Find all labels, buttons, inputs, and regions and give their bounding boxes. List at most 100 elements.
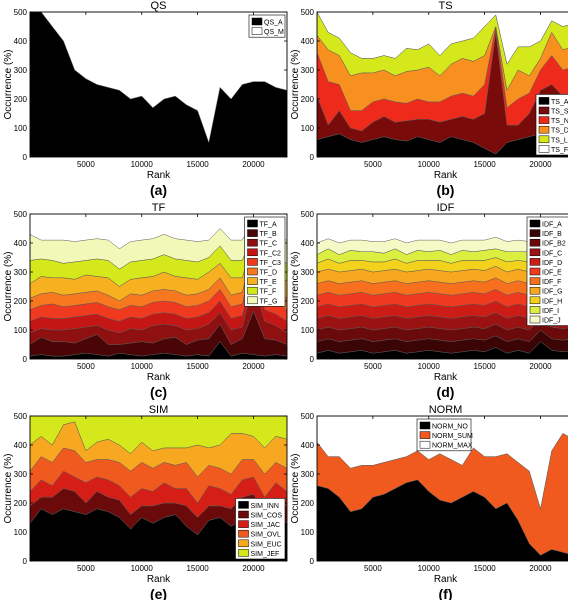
x-tick-label: 20000 [242, 564, 265, 573]
panel-title: IDF [437, 202, 455, 214]
y-tick-label: 500 [301, 412, 315, 421]
x-tick-label: 15000 [186, 160, 209, 169]
y-tick-label: 100 [301, 528, 315, 537]
legend-swatch [247, 248, 258, 257]
legend-swatch [419, 431, 431, 439]
legend-swatch [529, 296, 541, 305]
legend-label: IDF_E [542, 270, 562, 277]
plot-frame [316, 213, 568, 360]
panel-caption: (e) [150, 586, 167, 600]
legend: IDF_A IDF_B IDF_B2 IDF_C IDF_D IDF_E IDF_F IDF_… [526, 216, 568, 326]
legend-swatch [247, 296, 258, 305]
y-tick-label: 100 [301, 124, 315, 133]
legend-label: IDF_B [542, 231, 562, 238]
legend-swatch [529, 286, 541, 295]
legend-swatch [251, 17, 263, 26]
x-axis-label: Rank [147, 170, 171, 181]
panel-caption: (f) [439, 586, 453, 600]
legend-label: TS_N [551, 118, 568, 125]
y-axis-label: Occurrence (%) [3, 49, 14, 119]
legend-swatch [238, 520, 249, 528]
x-tick-label: 15000 [473, 564, 496, 573]
area-series-idf-j [317, 231, 568, 255]
y-tick-label: 200 [301, 499, 315, 508]
area-series-qs-m [30, 12, 287, 144]
panel-qs: 0 100 200 300 400 500 5000 10000 15000 20000 QS Ran… [3, 0, 288, 198]
x-tick-label: 20000 [529, 160, 552, 169]
area-series-norm-max [317, 416, 568, 509]
legend-swatch [238, 539, 249, 548]
x-tick-label: 20000 [529, 564, 552, 573]
legend-label: TF_C2 [260, 250, 282, 257]
y-tick-label: 300 [14, 268, 28, 277]
y-tick-label: 200 [14, 297, 28, 306]
legend-swatch [538, 97, 550, 105]
y-tick-label: 200 [14, 95, 28, 104]
legend-swatch [529, 315, 541, 324]
y-tick-label: 400 [14, 239, 28, 248]
panel-title: SIM [149, 404, 169, 416]
legend-label: IDF_G [542, 289, 563, 296]
legend-label: SIM_COS [251, 513, 283, 520]
legend-label: TF_C3 [260, 260, 282, 267]
x-tick-label: 15000 [186, 362, 209, 371]
legend-label: IDF_H [542, 298, 562, 305]
panel-tf: 0 100 200 300 400 500 5000 10000 15000 20000 TF Ran… [3, 202, 288, 400]
legend-swatch [247, 229, 258, 237]
x-tick-label: 5000 [77, 362, 95, 371]
legend-label: IDF_J [542, 318, 561, 325]
legend-label: TS_L [551, 137, 568, 144]
y-tick-label: 100 [14, 528, 28, 537]
y-tick-label: 400 [14, 37, 28, 46]
x-tick-label: 15000 [473, 362, 496, 371]
x-tick-label: 5000 [364, 362, 382, 371]
legend: QS_A QS_M [248, 14, 286, 38]
legend-swatch [529, 248, 541, 257]
legend-label: NORM_NO [432, 424, 468, 431]
legend-label: SIM_OVL [251, 532, 281, 539]
plot-area [30, 12, 287, 157]
y-tick-label: 0 [23, 355, 28, 364]
legend-swatch [247, 238, 258, 247]
plot-frame [316, 11, 568, 158]
y-tick-label: 400 [301, 239, 315, 248]
legend-swatch [529, 258, 541, 266]
panel-title: NORM [429, 404, 463, 416]
panel-caption: (c) [150, 384, 167, 400]
area-series-sim-jef [30, 416, 287, 455]
x-tick-label: 10000 [131, 362, 154, 371]
legend-label: TS_F [551, 147, 568, 154]
y-axis-label: Occurrence (%) [290, 453, 301, 523]
x-tick-label: 10000 [418, 160, 441, 169]
plot-frame [29, 213, 288, 360]
x-tick-label: 5000 [364, 160, 382, 169]
legend: TS_A TS_S TS_N TS_D TS_L TS_F [535, 94, 568, 156]
y-tick-label: 300 [301, 470, 315, 479]
legend-label: NORM_SUM [432, 433, 473, 440]
y-tick-label: 500 [14, 210, 28, 219]
legend-label: SIM_JAC [251, 522, 281, 529]
y-tick-label: 0 [310, 355, 315, 364]
legend-label: IDF_A [542, 222, 562, 229]
legend-swatch [538, 106, 550, 115]
legend-label: TS_S [551, 109, 568, 116]
x-tick-label: 20000 [242, 362, 265, 371]
x-axis-label: Rank [434, 170, 458, 181]
plot-area [317, 214, 568, 359]
legend-swatch [538, 135, 550, 144]
legend-swatch [247, 258, 258, 266]
legend-swatch [538, 116, 550, 124]
plot-area [317, 12, 568, 157]
panel-caption: (d) [437, 384, 455, 400]
area-series-tf-g [30, 217, 287, 270]
y-tick-label: 0 [23, 557, 28, 566]
y-tick-label: 500 [301, 210, 315, 219]
x-tick-label: 20000 [242, 160, 265, 169]
legend-label: TS_D [551, 128, 568, 135]
panel-sim: 0 100 200 300 400 500 5000 10000 15000 20000 SIM Ra… [3, 404, 288, 602]
y-tick-label: 400 [14, 441, 28, 450]
plot-area [317, 416, 568, 561]
panel-ts: 0 100 200 300 400 500 5000 10000 15000 20000 TS Ran… [290, 0, 568, 198]
x-tick-label: 10000 [131, 564, 154, 573]
legend-swatch [538, 145, 550, 153]
